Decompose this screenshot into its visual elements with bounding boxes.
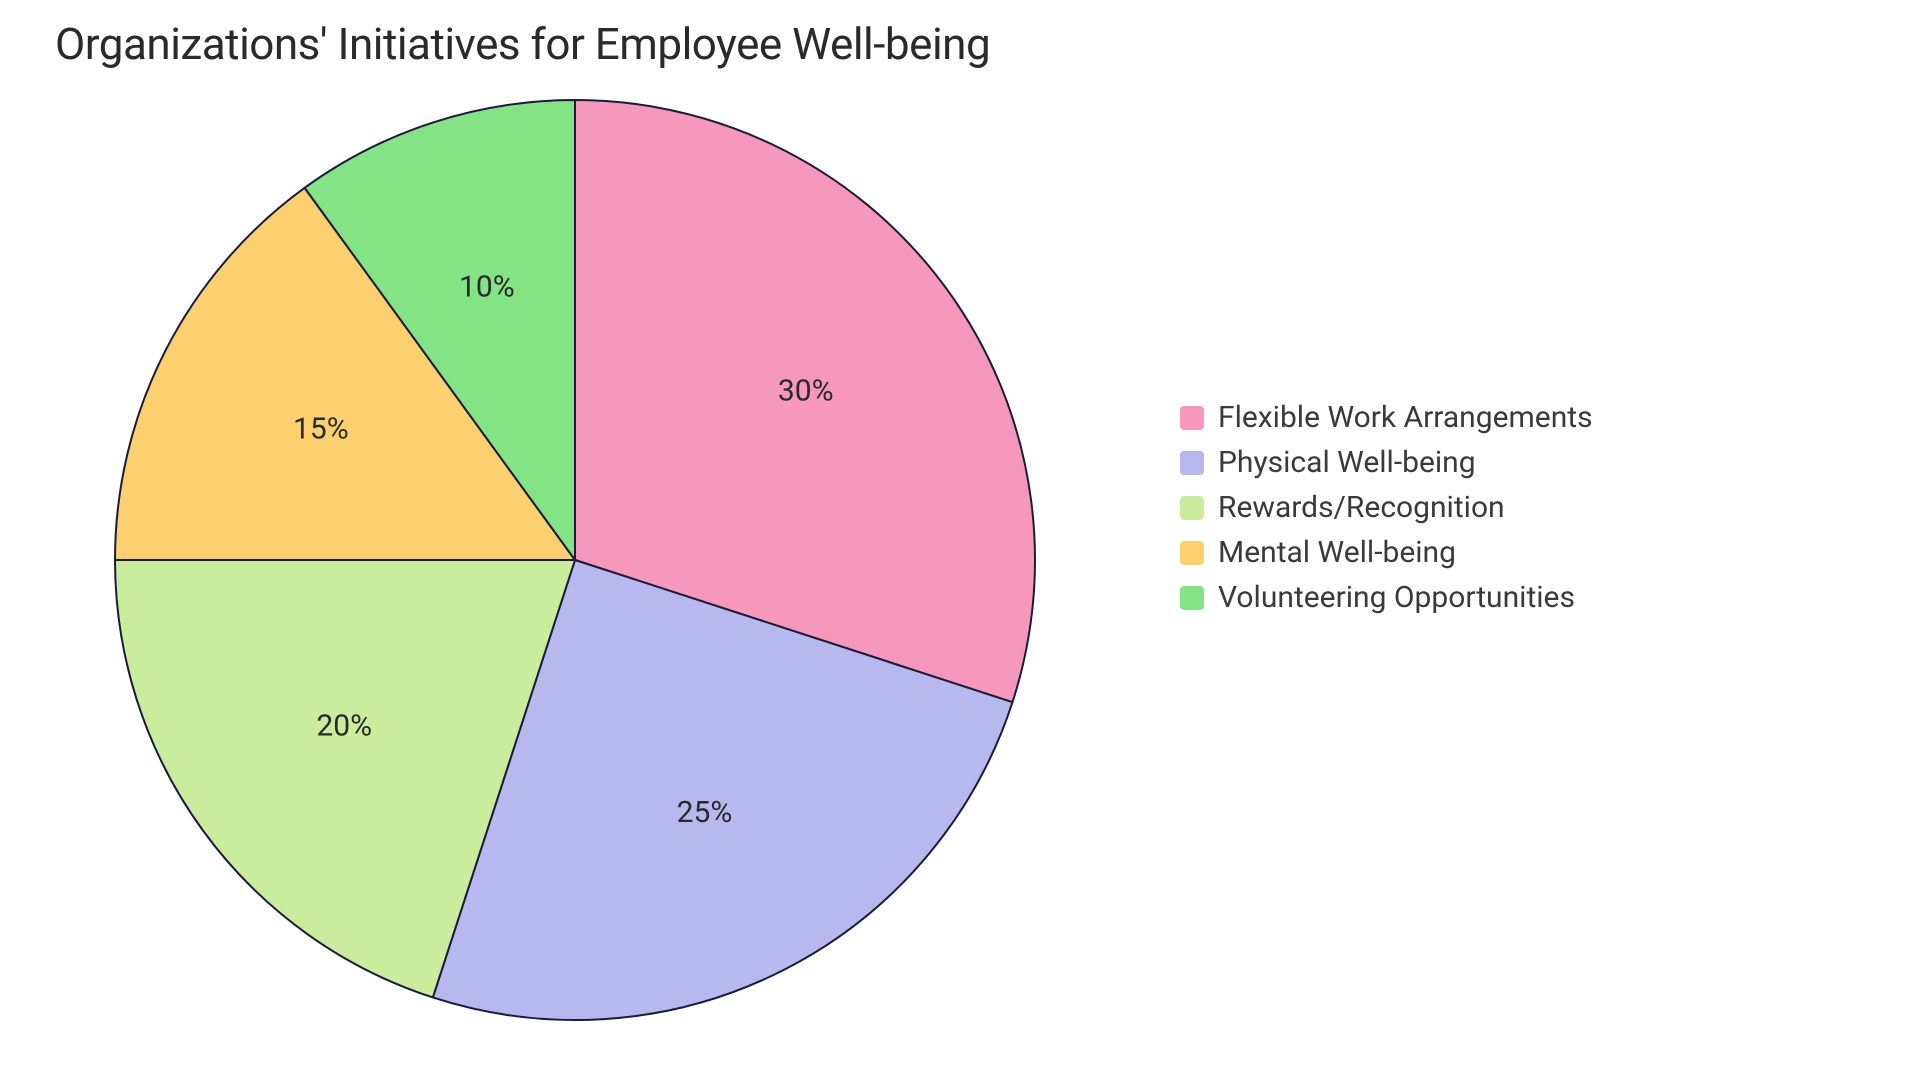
legend-label: Volunteering Opportunities (1218, 580, 1575, 615)
slice-label: 30% (778, 373, 834, 408)
slice-label: 10% (459, 270, 515, 305)
legend-swatch (1180, 451, 1204, 475)
chart-title: Organizations' Initiatives for Employee … (55, 18, 990, 70)
legend: Flexible Work Arrangements Physical Well-… (1180, 400, 1593, 615)
legend-item: Flexible Work Arrangements (1180, 400, 1593, 435)
legend-item: Mental Well-being (1180, 535, 1593, 570)
legend-label: Rewards/Recognition (1218, 490, 1505, 525)
legend-item: Physical Well-being (1180, 445, 1593, 480)
legend-swatch (1180, 586, 1204, 610)
chart-container: Organizations' Initiatives for Employee … (0, 0, 1920, 1080)
legend-label: Flexible Work Arrangements (1218, 400, 1593, 435)
legend-swatch (1180, 496, 1204, 520)
slice-label: 20% (316, 709, 372, 744)
pie-svg: 30% 25% 20% 15% 10% (100, 85, 1050, 1035)
legend-label: Physical Well-being (1218, 445, 1476, 480)
legend-item: Rewards/Recognition (1180, 490, 1593, 525)
legend-label: Mental Well-being (1218, 535, 1456, 570)
legend-item: Volunteering Opportunities (1180, 580, 1593, 615)
legend-swatch (1180, 541, 1204, 565)
slice-label: 15% (293, 411, 349, 446)
slice-label: 25% (677, 795, 733, 830)
pie-area: 30% 25% 20% 15% 10% (100, 85, 1050, 1039)
legend-swatch (1180, 406, 1204, 430)
